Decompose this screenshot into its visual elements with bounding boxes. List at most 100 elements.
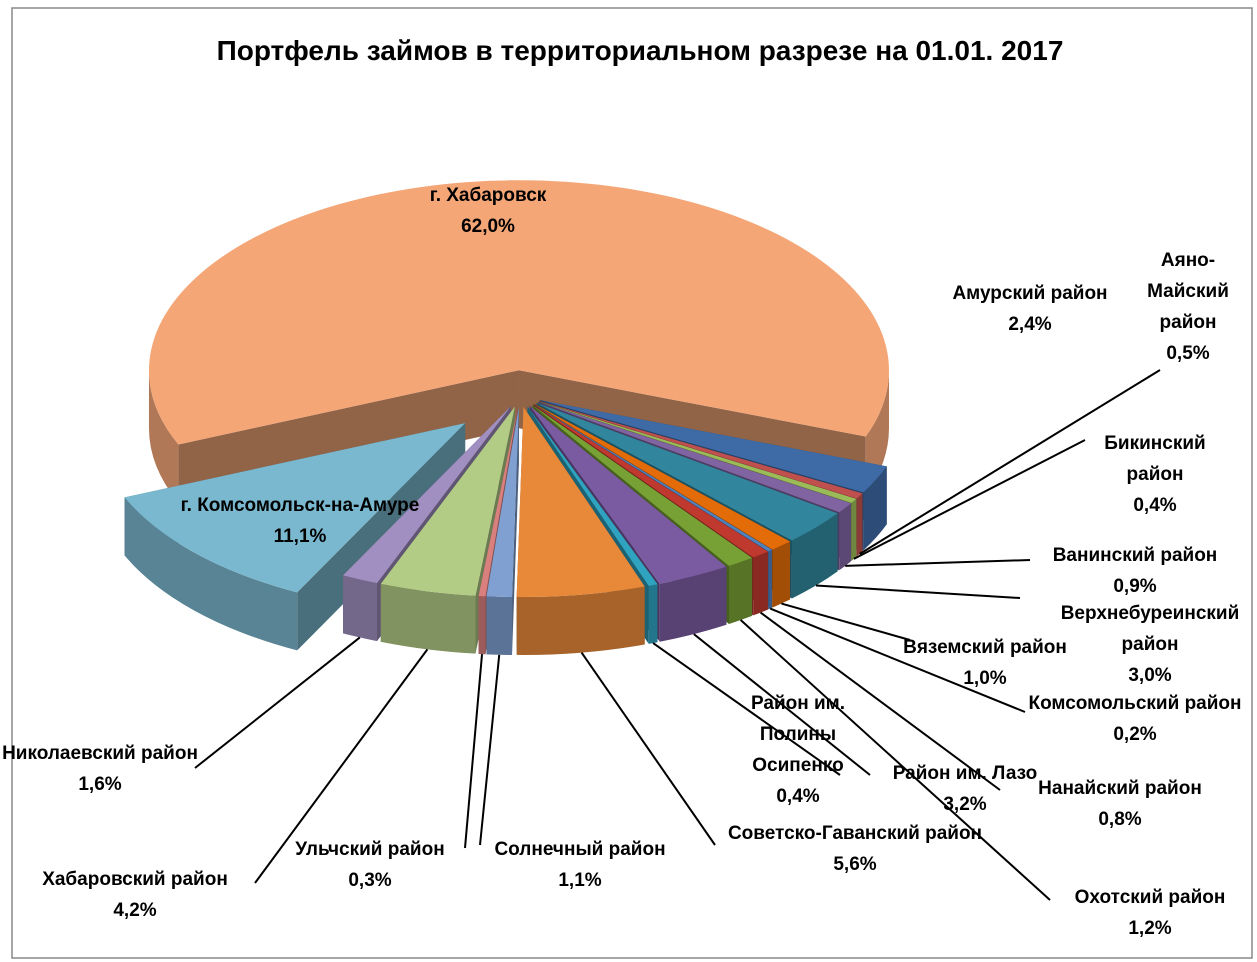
label-text: Амурский район xyxy=(952,283,1108,304)
data-label: Амурский район 2,4% xyxy=(920,278,1140,340)
label-text: 2,4% xyxy=(1008,314,1052,335)
label-text: 0,2% xyxy=(1113,724,1157,745)
leader-line xyxy=(464,654,484,849)
label-text: 4,2% xyxy=(113,900,157,921)
label-text: Ванинский район xyxy=(1052,545,1218,566)
leader-line xyxy=(760,611,1001,791)
data-label: Бикинский район 0,4% xyxy=(1075,428,1235,521)
label-text: г. Комсомольск-на-Амуре xyxy=(180,495,420,516)
slice xyxy=(148,180,889,445)
slice-side xyxy=(648,584,658,644)
slice-side xyxy=(791,513,838,599)
slice xyxy=(124,423,466,593)
slice-side xyxy=(486,596,513,656)
data-label: г. Хабаровск 62,0% xyxy=(388,180,588,242)
label-text: Комсомольский район xyxy=(1028,693,1242,714)
slice xyxy=(478,407,518,597)
label-text: 0,3% xyxy=(348,870,392,891)
leader-line xyxy=(580,652,716,846)
slice xyxy=(539,401,863,499)
slice xyxy=(343,406,512,584)
label-text: Советско-Гаванский район xyxy=(727,823,983,844)
label-text: 11,1% xyxy=(273,526,327,547)
slice xyxy=(532,405,753,566)
slice-side xyxy=(839,503,851,571)
label-text: 1,1% xyxy=(558,870,602,891)
data-label: Охотский район 1,2% xyxy=(1035,882,1257,944)
label-text: 3,2% xyxy=(943,794,987,815)
leader-line xyxy=(194,636,361,769)
data-label: Район им. Лазо 3,2% xyxy=(870,758,1060,820)
slice-side xyxy=(851,498,857,561)
label-text: Николаевский район xyxy=(2,743,198,764)
data-label: Солнечный район 1,1% xyxy=(470,834,690,896)
slice xyxy=(538,401,851,513)
leader-line xyxy=(479,654,501,846)
slice-side xyxy=(728,557,753,624)
data-label: Аяно-Майский район 0,5% xyxy=(1133,245,1243,369)
leader-line xyxy=(853,439,1086,560)
chart-title: Портфель займов в территориальном разрез… xyxy=(217,35,1064,66)
slice-side xyxy=(772,541,790,608)
data-label: Комсомольский район 0,2% xyxy=(1020,688,1250,750)
label-text: 0,5% xyxy=(1166,343,1210,364)
slice xyxy=(486,407,519,598)
leader-line xyxy=(740,619,1051,901)
slice xyxy=(533,404,768,558)
label-text: 0,9% xyxy=(1113,576,1157,597)
slice-side xyxy=(753,551,768,616)
slice xyxy=(539,400,887,493)
slice-side xyxy=(343,575,378,642)
slice-side xyxy=(856,493,863,557)
data-label: Ванинский район 0,9% xyxy=(1020,540,1250,602)
label-text: Солнечный район xyxy=(494,839,666,860)
label-text: Хабаровский район xyxy=(42,869,228,890)
slice-side xyxy=(516,586,645,655)
slice-side xyxy=(768,549,773,610)
data-label: Верхнебуреинский район 3,0% xyxy=(1030,598,1257,691)
tops xyxy=(124,180,889,598)
data-label: Советско-Гаванский район 5,6% xyxy=(725,818,985,880)
label-text: 0,4% xyxy=(776,786,820,807)
label-text: 3,0% xyxy=(1128,665,1172,686)
slice xyxy=(536,402,838,541)
label-text: 0,8% xyxy=(1098,809,1142,830)
label-text: Вяземский район xyxy=(903,637,1067,658)
leader-line xyxy=(769,607,1026,713)
slice-side xyxy=(124,497,298,651)
leader-line xyxy=(815,584,1021,599)
label-text: 62,0% xyxy=(461,216,515,237)
data-label: Николаевский район 1,6% xyxy=(0,738,200,800)
label-text: 0,4% xyxy=(1133,495,1177,516)
slice xyxy=(380,406,515,596)
label-text: Нанайский район xyxy=(1038,778,1202,799)
slice xyxy=(529,405,727,584)
slice-side xyxy=(863,466,887,551)
label-text: 5,6% xyxy=(833,854,877,875)
label-text: 1,0% xyxy=(963,668,1007,689)
slice xyxy=(534,404,773,552)
leader-line xyxy=(254,648,429,884)
leader-line xyxy=(652,642,841,776)
data-label: Вяземский район 1,0% xyxy=(880,632,1090,694)
data-label: г. Комсомольск-на-Амуре 11,1% xyxy=(175,490,425,552)
label-text: Бикинский район xyxy=(1104,433,1206,485)
label-text: Район им. Полины Осипенко xyxy=(750,693,846,776)
data-label: Нанайский район 0,8% xyxy=(1010,773,1230,835)
slice-side xyxy=(380,583,476,654)
slice xyxy=(516,406,645,597)
leader-line xyxy=(781,602,911,641)
data-label: Ульчский район 0,3% xyxy=(270,834,470,896)
data-label: Район им. Полины Осипенко 0,4% xyxy=(728,688,868,812)
leader-line xyxy=(693,633,871,776)
data-label: Хабаровский район 4,2% xyxy=(5,864,265,926)
leader-line xyxy=(859,369,1161,555)
leader-line xyxy=(845,559,1031,567)
label-text: 1,2% xyxy=(1128,918,1172,939)
label-text: 1,6% xyxy=(78,774,122,795)
slice-side xyxy=(148,370,179,503)
slice xyxy=(538,401,857,503)
slice-side xyxy=(478,595,486,655)
